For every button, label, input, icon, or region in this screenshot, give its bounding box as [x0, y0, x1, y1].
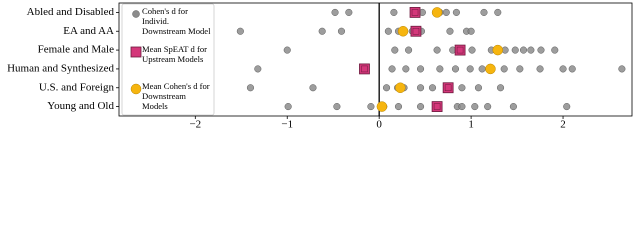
mean-square-inner	[411, 9, 419, 16]
legend-marker	[130, 83, 142, 95]
mean-square	[409, 7, 421, 18]
point	[496, 84, 505, 92]
mean-square-inner	[456, 46, 464, 54]
mean-square	[454, 44, 466, 56]
point	[509, 103, 517, 111]
point	[428, 84, 437, 92]
point	[416, 84, 425, 92]
point	[511, 46, 519, 54]
point	[458, 84, 466, 92]
point	[536, 65, 544, 73]
point	[458, 103, 466, 111]
point	[468, 46, 476, 54]
point	[390, 8, 398, 16]
point	[394, 103, 403, 111]
point	[345, 8, 353, 16]
mean-square-inner	[412, 28, 420, 35]
point	[494, 8, 502, 16]
point	[416, 103, 425, 111]
y-tick-label: Human and Synthesized	[7, 62, 114, 74]
y-tick-label: Young and Old	[47, 100, 114, 112]
point	[254, 65, 262, 73]
y-tick-label: Female and Male	[38, 44, 114, 56]
point	[236, 27, 244, 35]
y-tick-label: U.S. and Foreign	[39, 81, 115, 93]
y-tick-label: EA and AA	[63, 25, 114, 37]
point	[446, 27, 454, 35]
mean-square	[431, 101, 443, 112]
point	[333, 103, 341, 111]
point	[527, 46, 535, 54]
point	[516, 65, 524, 73]
legend-marker	[130, 46, 142, 58]
x-tick-label: −2	[189, 119, 201, 131]
plot-frame	[118, 2, 633, 117]
point	[451, 65, 460, 73]
point	[283, 46, 291, 54]
point	[484, 103, 492, 111]
point	[284, 103, 292, 111]
mean-circle	[431, 7, 443, 18]
point	[433, 46, 441, 54]
point	[246, 84, 255, 92]
point	[384, 27, 392, 35]
point	[388, 65, 396, 73]
point	[559, 65, 567, 73]
point	[551, 46, 559, 54]
point	[405, 46, 413, 54]
mean-circle	[492, 44, 504, 56]
point	[519, 46, 528, 54]
point	[367, 103, 375, 111]
mean-square	[442, 82, 454, 94]
point	[318, 27, 326, 35]
y-tick-label: Abled and Disabled	[27, 6, 115, 18]
x-tick-label: 1	[468, 119, 474, 131]
point	[500, 65, 508, 73]
mean-square	[359, 63, 370, 75]
mean-square	[410, 25, 422, 37]
legend-label: Cohen's d for Individ. Downstream Model	[142, 6, 211, 36]
point	[568, 65, 576, 73]
chart: −2 −1 0 1 2 Abled and Disabled EA and AA Female…	[7, 2, 633, 131]
point	[537, 46, 545, 54]
point	[467, 27, 475, 35]
mean-circle	[395, 82, 406, 93]
point	[478, 65, 486, 73]
point	[563, 103, 571, 111]
point	[391, 46, 399, 54]
point	[480, 8, 488, 16]
point	[474, 84, 483, 92]
point	[466, 65, 474, 73]
point	[452, 8, 460, 16]
point	[471, 103, 479, 111]
plot: −2 −1 0 1 2 Abled and Disabled EA and AA Female…	[7, 2, 633, 131]
mean-square-inner	[433, 103, 441, 110]
point	[442, 8, 450, 16]
mean-circle	[397, 26, 409, 37]
legend-label: Mean SpEAT d for Upstream Models	[142, 44, 208, 64]
x-tick-label: 2	[560, 119, 566, 131]
mean-circle	[485, 63, 496, 75]
legend-label: Mean Cohen's d for Downstream Models	[142, 81, 210, 111]
point	[436, 65, 444, 73]
point	[309, 84, 317, 92]
x-tick-label: 0	[376, 119, 382, 131]
point	[402, 65, 410, 73]
mean-square-inner	[444, 84, 452, 91]
legend-marker	[132, 10, 140, 18]
mean-circle	[376, 101, 388, 112]
mean-square-inner	[361, 65, 368, 73]
legend-box	[121, 3, 215, 116]
point	[416, 65, 425, 73]
point	[331, 8, 339, 16]
point	[337, 27, 346, 35]
point	[618, 65, 626, 73]
x-tick-label: −1	[281, 119, 293, 131]
point	[382, 84, 391, 92]
